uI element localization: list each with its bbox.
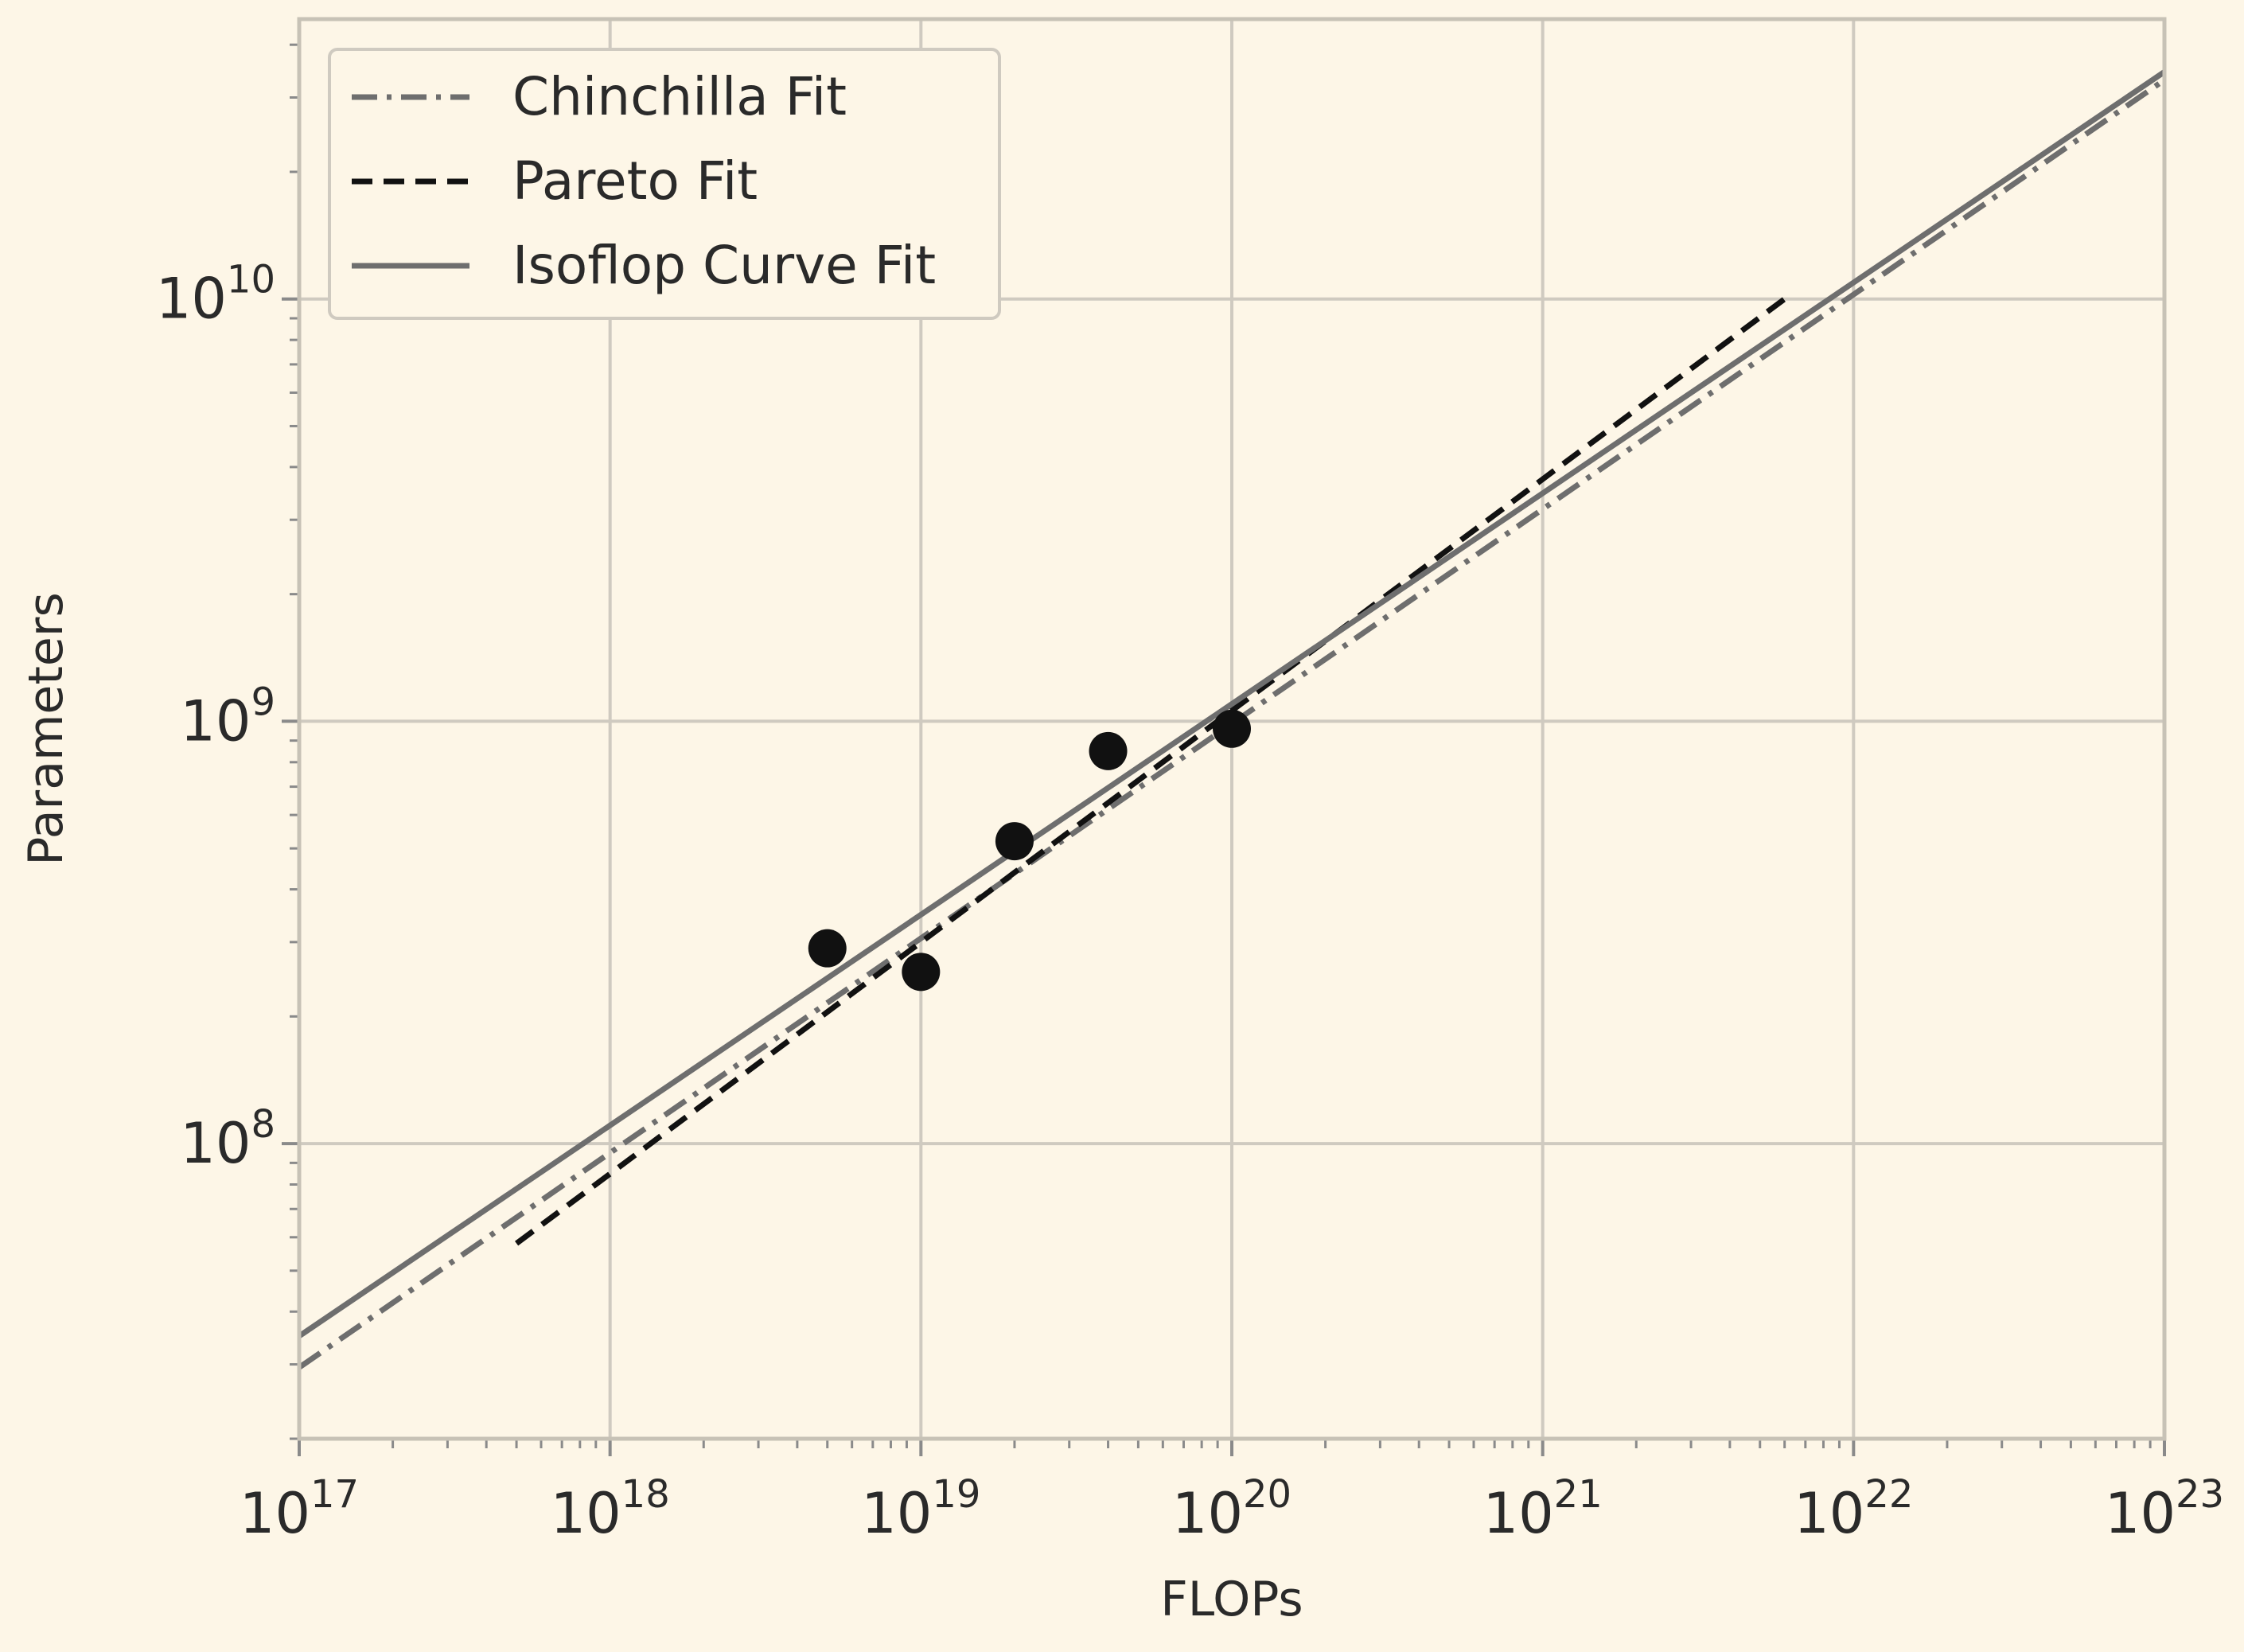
- data-point: [902, 953, 941, 992]
- x-tick-label: 1021: [1483, 1472, 1603, 1546]
- x-tick-label: 1019: [861, 1472, 980, 1546]
- data-point: [995, 822, 1034, 861]
- data-point: [1213, 709, 1251, 748]
- y-tick-exponent: 9: [251, 680, 275, 724]
- plot-frame: [297, 17, 2167, 1441]
- y-tick-label: 109: [180, 680, 275, 754]
- y-tick-mantissa: 10: [180, 688, 251, 754]
- x-tick-mantissa: 10: [1172, 1481, 1243, 1546]
- series-line-isoflop-curve-fit: [298, 69, 2166, 1338]
- y-tick-mantissa: 10: [180, 1111, 251, 1176]
- legend-label-pareto-fit: Pareto Fit: [512, 150, 758, 212]
- x-tick-mantissa: 10: [861, 1481, 932, 1546]
- series-line-pareto-fit: [515, 296, 1786, 1246]
- legend-label-chinchilla-fit: Chinchilla Fit: [512, 66, 847, 127]
- y-tick-exponent: 8: [251, 1102, 275, 1147]
- x-tick-exponent: 23: [2176, 1472, 2224, 1517]
- x-tick-mantissa: 10: [551, 1481, 621, 1546]
- x-tick-label: 1022: [1794, 1472, 1913, 1546]
- x-tick-exponent: 21: [1554, 1472, 1603, 1517]
- legend-label-isoflop-curve-fit: Isoflop Curve Fit: [512, 235, 936, 296]
- series-lines: [298, 69, 2166, 1370]
- x-tick-mantissa: 10: [1794, 1481, 1864, 1546]
- x-tick-exponent: 22: [1864, 1472, 1913, 1517]
- legend-box: [328, 48, 1001, 320]
- data-point: [1089, 731, 1128, 770]
- legend: Chinchilla Fit Pareto Fit Isoflop Curve …: [328, 48, 1001, 320]
- x-tick-exponent: 19: [932, 1472, 980, 1517]
- series-line-chinchilla-fit: [298, 77, 2166, 1370]
- x-axis-title: FLOPs: [1160, 1572, 1303, 1627]
- y-axis-title: Parameters: [18, 592, 74, 865]
- x-tick-labels: 1017 1018 1019 1020 1021 1022 1023: [240, 1472, 2224, 1546]
- x-tick-mantissa: 10: [1483, 1481, 1554, 1546]
- x-tick-label: 1020: [1172, 1472, 1291, 1546]
- x-tick-exponent: 18: [621, 1472, 670, 1517]
- y-tick-mantissa: 10: [156, 267, 227, 332]
- data-points: [808, 709, 1251, 992]
- x-tick-mantissa: 10: [2105, 1481, 2176, 1546]
- x-tick-exponent: 17: [310, 1472, 359, 1517]
- y-tick-exponent: 10: [227, 258, 275, 302]
- y-tick-label: 1010: [156, 258, 275, 332]
- x-tick-mantissa: 10: [240, 1481, 310, 1546]
- x-tick-exponent: 20: [1243, 1472, 1291, 1517]
- data-point: [808, 929, 847, 968]
- x-tick-label: 1017: [240, 1472, 359, 1546]
- x-tick-label: 1023: [2105, 1472, 2224, 1546]
- y-tick-label: 108: [180, 1102, 275, 1176]
- x-tick-label: 1018: [551, 1472, 670, 1546]
